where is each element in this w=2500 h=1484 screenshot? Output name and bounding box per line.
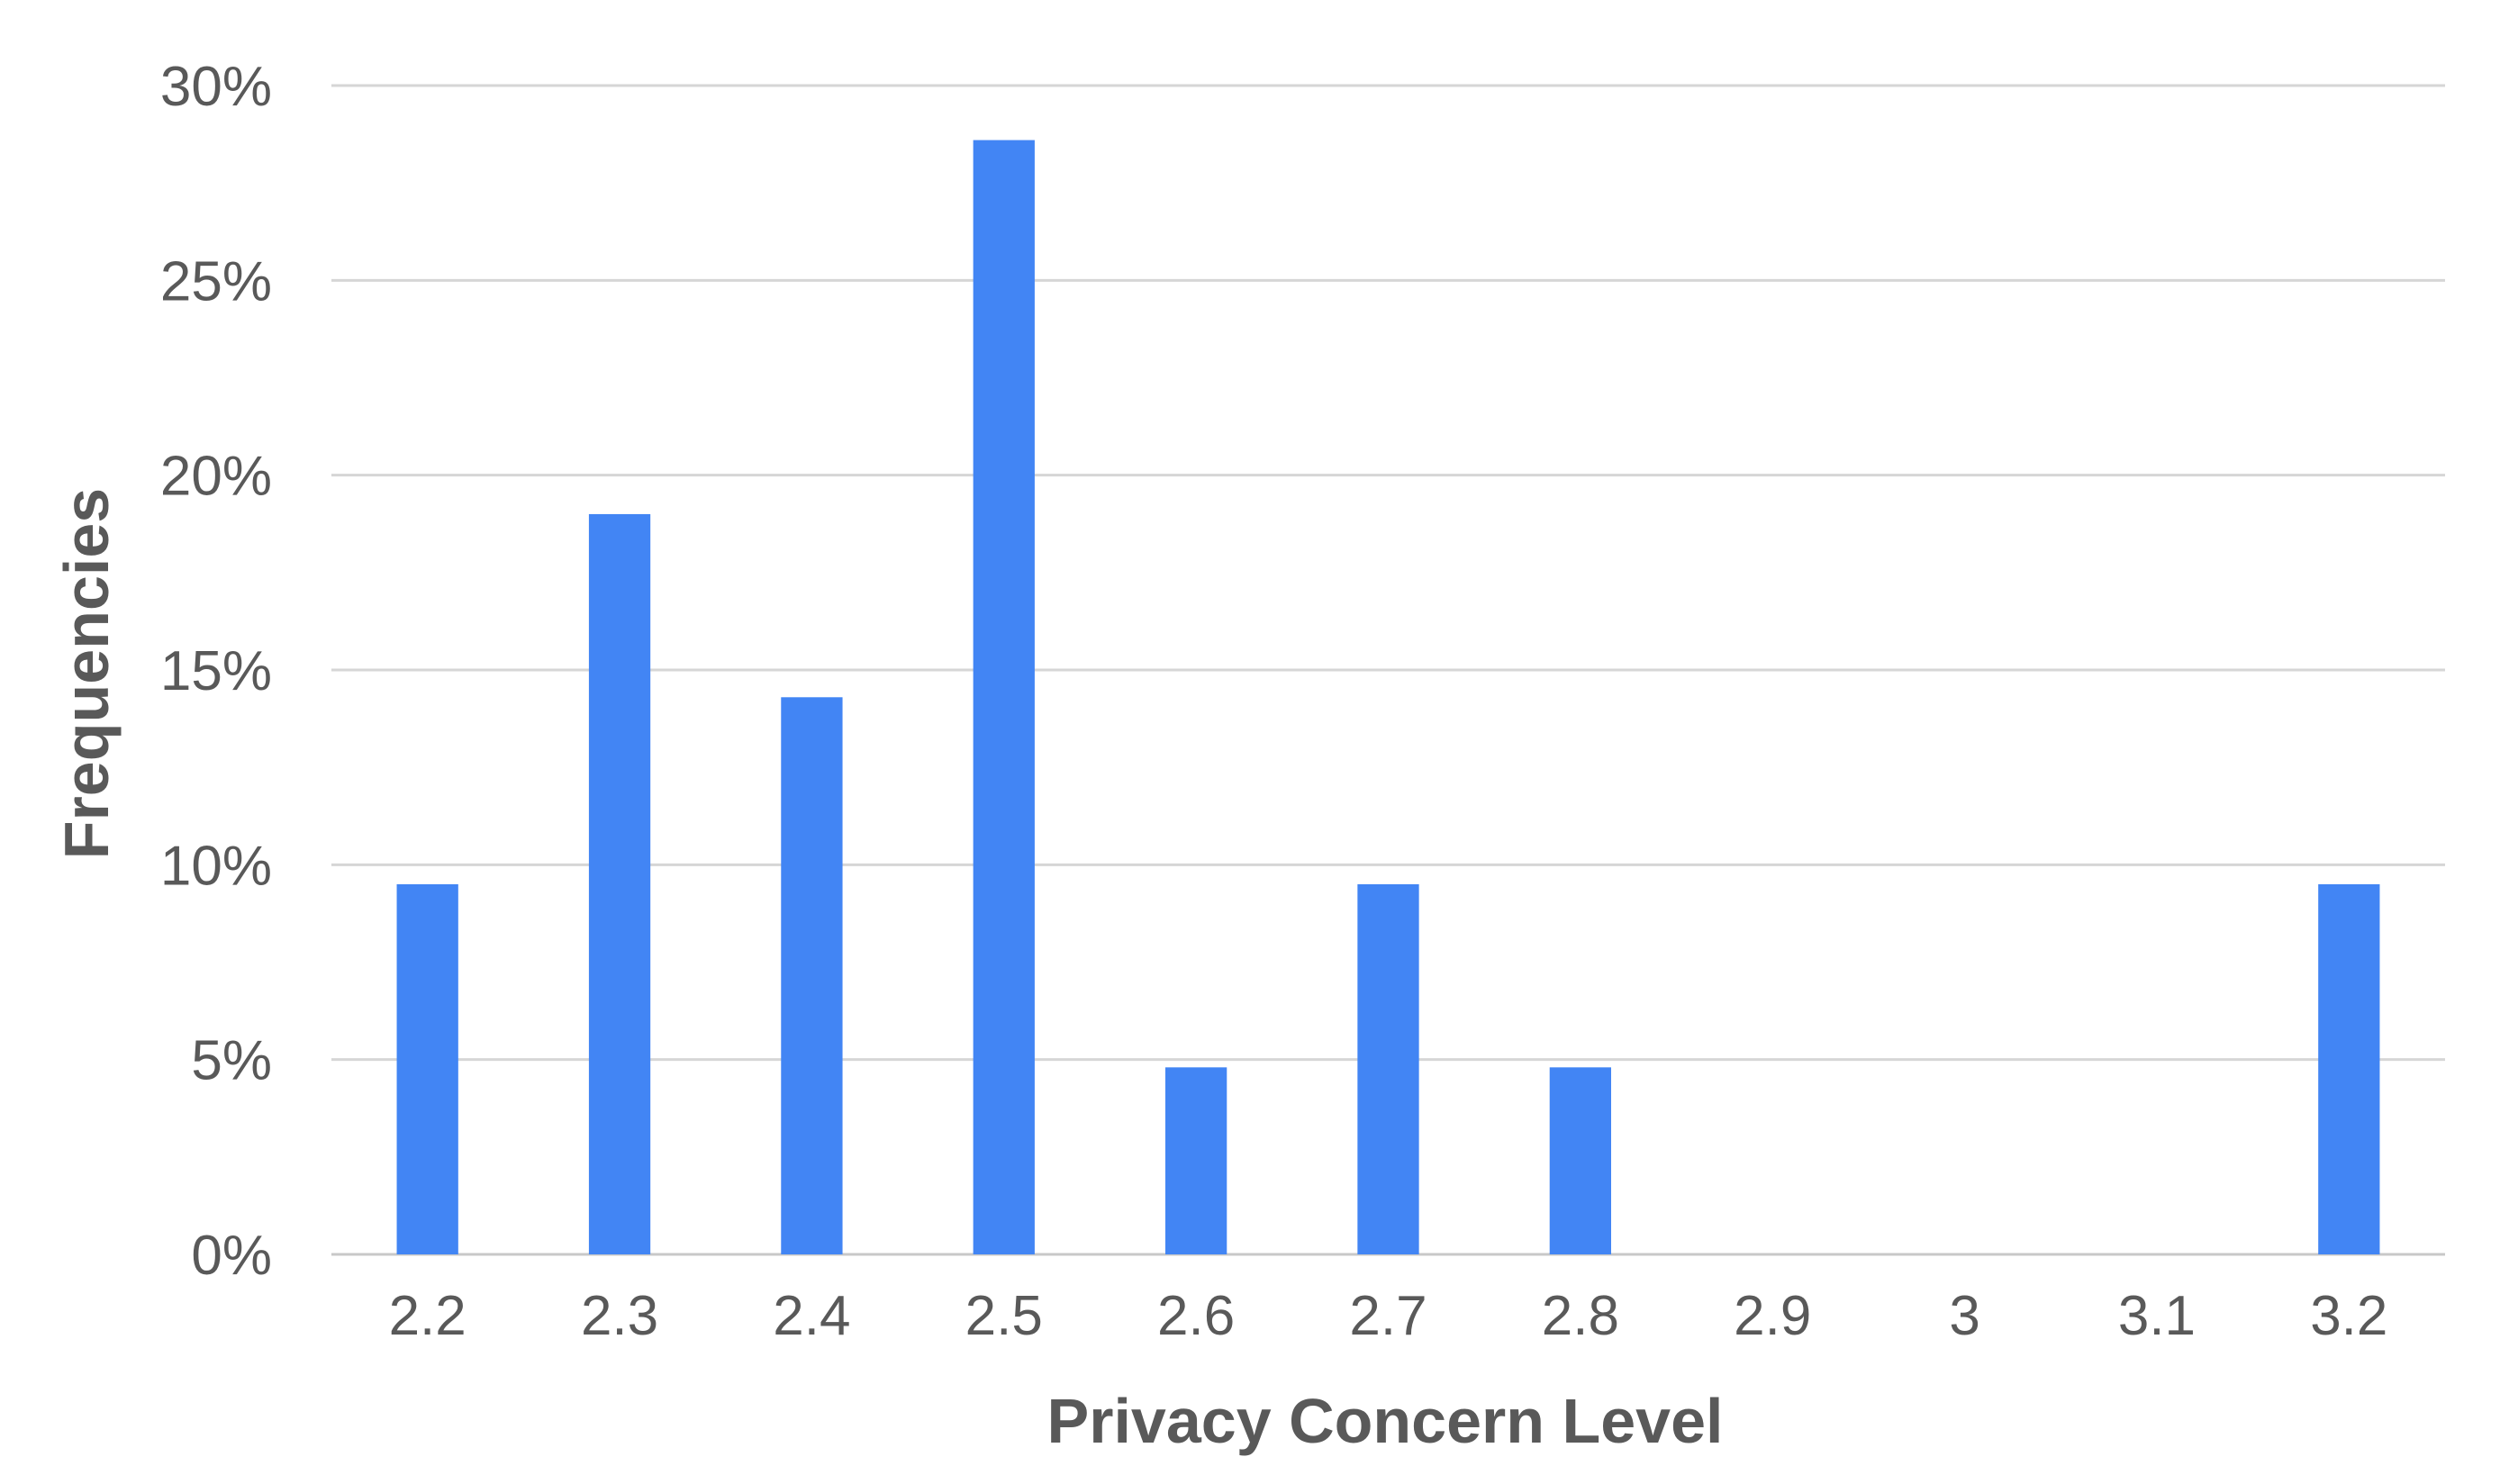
bar-2.3: [588, 513, 651, 1254]
bar-2.7: [1357, 883, 1419, 1254]
x-tick-label: 2.9: [1734, 1285, 1811, 1347]
bar-2.5: [973, 140, 1035, 1254]
x-tick-label: 2.6: [1157, 1285, 1235, 1347]
y-tick-label: 0%: [191, 1225, 272, 1287]
y-tick-label: 30%: [160, 56, 272, 118]
x-tick-label: 2.5: [965, 1285, 1043, 1347]
x-axis-ticks: 2.2 2.3 2.4 2.5 2.6 2.7 2.8 2.9 3 3.1 3.2: [389, 1285, 2388, 1347]
x-axis-title: Privacy Concern Level: [1047, 1386, 1724, 1456]
bar-2.2: [396, 883, 458, 1254]
x-tick-label: 3.1: [2118, 1285, 2196, 1347]
bar-3.2: [2318, 883, 2380, 1254]
y-axis-ticks: 0% 5% 10% 15% 20% 25% 30%: [160, 56, 272, 1287]
x-tick-label: 2.3: [581, 1285, 658, 1347]
y-tick-label: 20%: [160, 446, 272, 508]
y-tick-label: 25%: [160, 250, 272, 312]
x-tick-label: 3: [1949, 1285, 1979, 1347]
y-axis-title: Frequencies: [51, 488, 122, 859]
x-tick-label: 2.2: [389, 1285, 466, 1347]
bar-2.8: [1549, 1067, 1612, 1254]
bar-2.6: [1164, 1067, 1227, 1254]
x-tick-label: 2.7: [1349, 1285, 1427, 1347]
gridlines: [331, 84, 2445, 1256]
x-tick-label: 2.4: [773, 1285, 850, 1347]
y-tick-label: 5%: [191, 1030, 272, 1092]
bars: [396, 140, 2380, 1254]
x-tick-label: 3.2: [2310, 1285, 2387, 1347]
y-tick-label: 15%: [160, 640, 272, 702]
y-tick-label: 10%: [160, 835, 272, 897]
x-tick-label: 2.8: [1542, 1285, 1619, 1347]
bar-2.4: [781, 697, 843, 1254]
